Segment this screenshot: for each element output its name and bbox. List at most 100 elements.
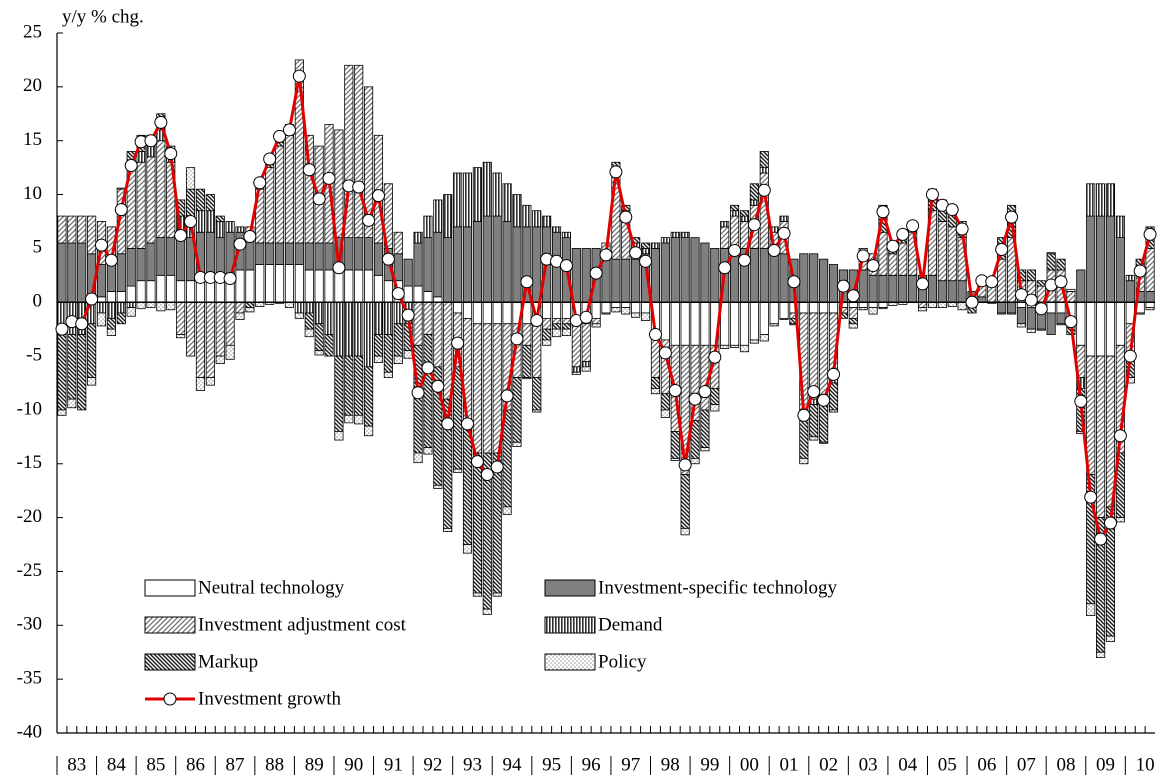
bar-segment (304, 312, 314, 330)
bar-segment (176, 301, 186, 335)
bar-segment (383, 280, 393, 303)
bar-segment (1086, 301, 1096, 357)
bar-segment (324, 334, 334, 357)
line-marker (391, 287, 405, 301)
line-marker (352, 180, 366, 194)
bar-segment (205, 377, 215, 386)
line-marker (757, 183, 771, 197)
bar-segment (275, 242, 285, 265)
bar-segment (383, 183, 393, 249)
bar-segment (1007, 312, 1017, 315)
line-marker (401, 308, 415, 322)
bar-segment (551, 328, 562, 338)
line-marker (470, 455, 484, 469)
bar-segment (581, 323, 591, 362)
line-marker (1113, 429, 1127, 443)
bar-segment (294, 264, 304, 303)
bar-segment (650, 377, 661, 389)
bar-segment (373, 242, 384, 276)
bar-segment (532, 323, 542, 379)
bar-segment (551, 323, 562, 330)
bar-segment (828, 264, 839, 303)
bar-segment (1115, 215, 1125, 239)
bar-segment (462, 172, 473, 228)
bar-segment (927, 301, 937, 309)
bar-segment (185, 280, 196, 303)
bar-segment (492, 592, 502, 597)
line-marker (1143, 227, 1157, 241)
bar-segment (1096, 215, 1106, 303)
y-tick-label: 5 (33, 237, 43, 258)
bar-segment (324, 269, 334, 303)
x-tick-label: 05 (938, 754, 957, 775)
bar-segment (482, 608, 492, 615)
x-tick-label: 04 (898, 754, 918, 775)
bar-segment (235, 301, 245, 314)
bar-segment (868, 301, 878, 309)
bar-segment (759, 167, 769, 174)
bar-segment (1066, 288, 1076, 292)
bar-segment (601, 301, 611, 314)
bar-segment (710, 387, 720, 405)
legend-label: Investment growth (198, 688, 342, 709)
bar-segment (146, 156, 156, 244)
bar-segment (403, 285, 413, 303)
bar-segment (344, 301, 354, 357)
bar-segment (354, 355, 364, 416)
line-marker (312, 192, 326, 206)
bar-segment (749, 339, 759, 344)
line-marker (441, 417, 455, 431)
bar-segment (522, 344, 532, 379)
bar-segment (156, 274, 166, 303)
bar-segment (304, 269, 314, 303)
bar-segment (532, 226, 542, 303)
bar-segment (423, 215, 433, 239)
y-tick-label: -25 (17, 560, 42, 581)
bar-segment (641, 301, 651, 314)
y-tick-label: -20 (17, 506, 42, 527)
bar-segment (759, 151, 769, 169)
bar-segment (373, 301, 384, 335)
x-tick-label: 01 (780, 754, 799, 775)
bar-segment (710, 404, 720, 412)
bar-segment (443, 527, 453, 533)
bar-segment (334, 129, 344, 239)
bar-segment (1145, 247, 1155, 292)
bar-segment (1105, 635, 1116, 642)
line-marker (916, 277, 930, 291)
bar-segment (848, 317, 858, 325)
x-tick-label: 00 (740, 754, 759, 775)
y-tick-label: -30 (17, 614, 42, 635)
bar-segment (650, 387, 661, 395)
bar-segment (146, 145, 156, 158)
bar-segment (1046, 312, 1056, 335)
bar-segment (156, 140, 166, 239)
bar-segment (116, 301, 126, 314)
bar-segment (294, 242, 304, 265)
line-marker (708, 350, 722, 364)
bar-segment (126, 301, 136, 309)
legend-label: Policy (598, 651, 647, 672)
bar-segment (730, 210, 740, 217)
bar-segment (96, 264, 107, 298)
bar-segment (779, 317, 789, 320)
bar-segment (502, 221, 512, 303)
bar-segment (1086, 183, 1096, 217)
bar-segment (146, 280, 156, 303)
bar-segment (611, 258, 621, 303)
line-marker (1064, 315, 1078, 329)
bar-segment (551, 226, 562, 233)
line-marker (767, 244, 781, 258)
bar-segment (680, 301, 690, 346)
bar-segment (898, 242, 908, 276)
bar-segment (660, 242, 670, 303)
bar-segment (927, 274, 937, 303)
bar-segment (126, 307, 136, 317)
bar-segment (680, 237, 690, 303)
legend-marker (163, 692, 177, 706)
bar-segment (314, 350, 324, 356)
bar-segment (779, 215, 789, 222)
bar-segment (57, 334, 67, 411)
line-marker (827, 367, 841, 381)
bar-segment (383, 334, 393, 373)
